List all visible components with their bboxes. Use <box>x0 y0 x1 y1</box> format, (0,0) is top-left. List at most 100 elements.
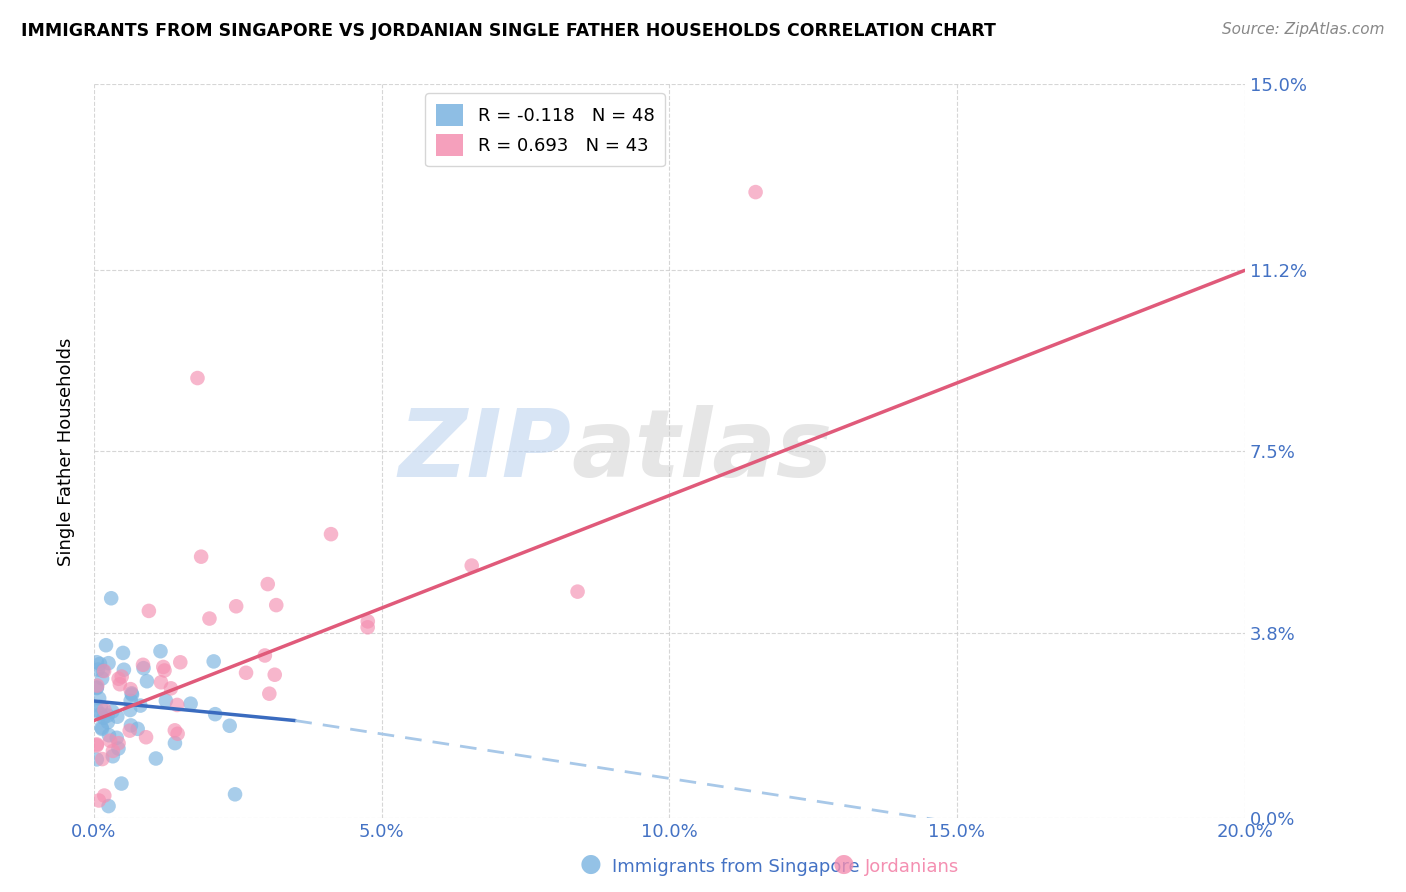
Point <box>121 688 143 702</box>
Point <box>153 664 176 678</box>
Point <box>91 722 114 736</box>
Point <box>110 776 132 790</box>
Point <box>91 672 114 686</box>
Point <box>97 656 120 670</box>
Text: Immigrants from Singapore: Immigrants from Singapore <box>612 858 859 876</box>
Text: Jordanians: Jordanians <box>865 858 959 876</box>
Point <box>138 604 160 618</box>
Point <box>91 664 114 678</box>
Point <box>93 789 115 803</box>
Point <box>101 744 124 758</box>
Point <box>120 682 142 697</box>
Point <box>256 577 278 591</box>
Point <box>91 752 114 766</box>
Point <box>135 730 157 744</box>
Point <box>259 687 281 701</box>
Point <box>111 646 134 660</box>
Point <box>93 711 115 725</box>
Point <box>93 703 115 717</box>
Point <box>97 708 120 723</box>
Point <box>100 591 122 606</box>
Point <box>567 584 589 599</box>
Text: Source: ZipAtlas.com: Source: ZipAtlas.com <box>1222 22 1385 37</box>
Point <box>357 620 380 634</box>
Point <box>107 736 129 750</box>
Point <box>86 681 108 695</box>
Point <box>136 674 159 689</box>
Point <box>127 722 149 736</box>
Y-axis label: Single Father Households: Single Father Households <box>58 337 75 566</box>
Point <box>90 699 112 714</box>
Point <box>150 675 173 690</box>
Point <box>145 751 167 765</box>
Point <box>263 667 285 681</box>
Point <box>111 670 134 684</box>
Text: ●: ● <box>579 852 602 876</box>
Point <box>86 679 108 693</box>
Point <box>89 657 111 671</box>
Point <box>90 721 112 735</box>
Point <box>90 706 112 721</box>
Text: ZIP: ZIP <box>399 406 571 498</box>
Point <box>86 752 108 766</box>
Point <box>101 749 124 764</box>
Point <box>89 691 111 706</box>
Point <box>112 663 135 677</box>
Point <box>744 185 766 199</box>
Point <box>132 657 155 672</box>
Point <box>132 661 155 675</box>
Legend: R = -0.118   N = 48, R = 0.693   N = 43: R = -0.118 N = 48, R = 0.693 N = 43 <box>425 94 665 167</box>
Point <box>204 707 226 722</box>
Point <box>253 648 276 663</box>
Point <box>98 728 121 742</box>
Point <box>155 694 177 708</box>
Point <box>87 663 110 677</box>
Point <box>163 736 186 750</box>
Point <box>202 654 225 668</box>
Point <box>160 681 183 696</box>
Point <box>120 693 142 707</box>
Point <box>218 719 240 733</box>
Point <box>357 615 380 629</box>
Point <box>86 655 108 669</box>
Text: atlas: atlas <box>571 406 832 498</box>
Point <box>235 665 257 680</box>
Point <box>198 611 221 625</box>
Point <box>94 638 117 652</box>
Point <box>190 549 212 564</box>
Text: IMMIGRANTS FROM SINGAPORE VS JORDANIAN SINGLE FATHER HOUSEHOLDS CORRELATION CHAR: IMMIGRANTS FROM SINGAPORE VS JORDANIAN S… <box>21 22 995 40</box>
Point <box>107 741 129 756</box>
Point <box>152 660 174 674</box>
Point <box>180 697 202 711</box>
Point <box>264 598 287 612</box>
Point <box>107 672 129 686</box>
Point <box>169 656 191 670</box>
Point <box>163 723 186 738</box>
Point <box>461 558 484 573</box>
Point <box>105 710 128 724</box>
Point <box>87 793 110 807</box>
Point <box>101 705 124 719</box>
Point <box>86 681 108 695</box>
Point <box>97 715 120 730</box>
Point <box>166 698 188 712</box>
Point <box>118 723 141 738</box>
Point <box>97 799 120 814</box>
Point <box>129 698 152 713</box>
Point <box>186 371 208 385</box>
Point <box>120 718 142 732</box>
Point <box>121 686 143 700</box>
Point <box>105 731 128 745</box>
Point <box>224 787 246 801</box>
Point <box>319 527 342 541</box>
Point <box>98 733 121 747</box>
Point <box>120 703 142 717</box>
Point <box>93 664 115 678</box>
Point <box>225 599 247 614</box>
Point <box>166 727 188 741</box>
Text: ●: ● <box>832 852 855 876</box>
Point <box>86 738 108 752</box>
Point <box>86 703 108 717</box>
Point <box>149 644 172 658</box>
Point <box>86 739 108 753</box>
